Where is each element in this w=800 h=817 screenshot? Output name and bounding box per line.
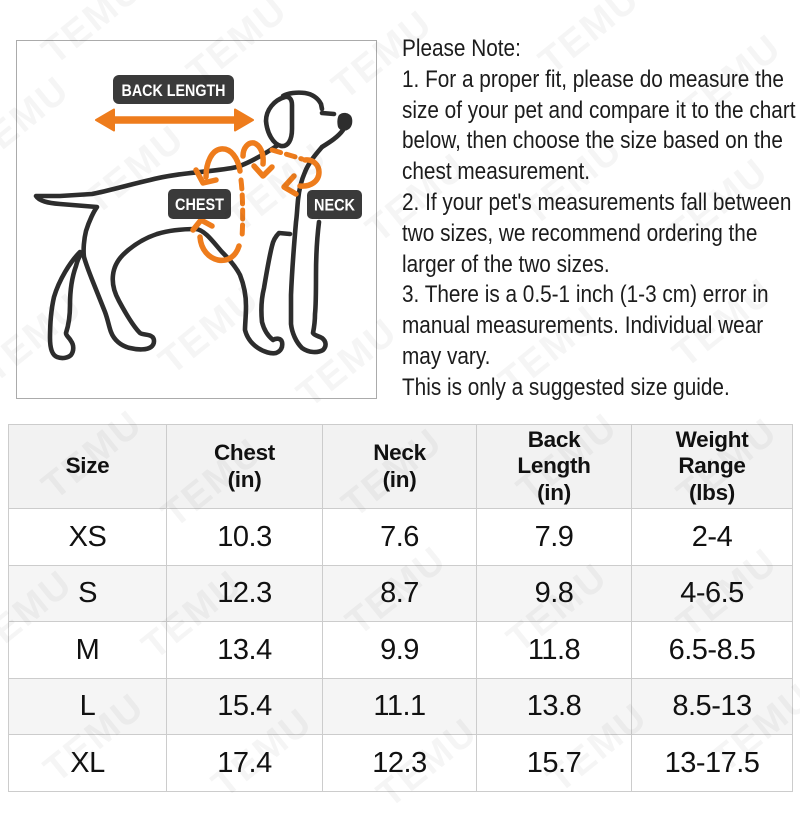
- svg-text:CHEST: CHEST: [175, 195, 225, 214]
- svg-text:NECK: NECK: [314, 196, 356, 215]
- svg-text:BACK LENGTH: BACK LENGTH: [122, 81, 226, 100]
